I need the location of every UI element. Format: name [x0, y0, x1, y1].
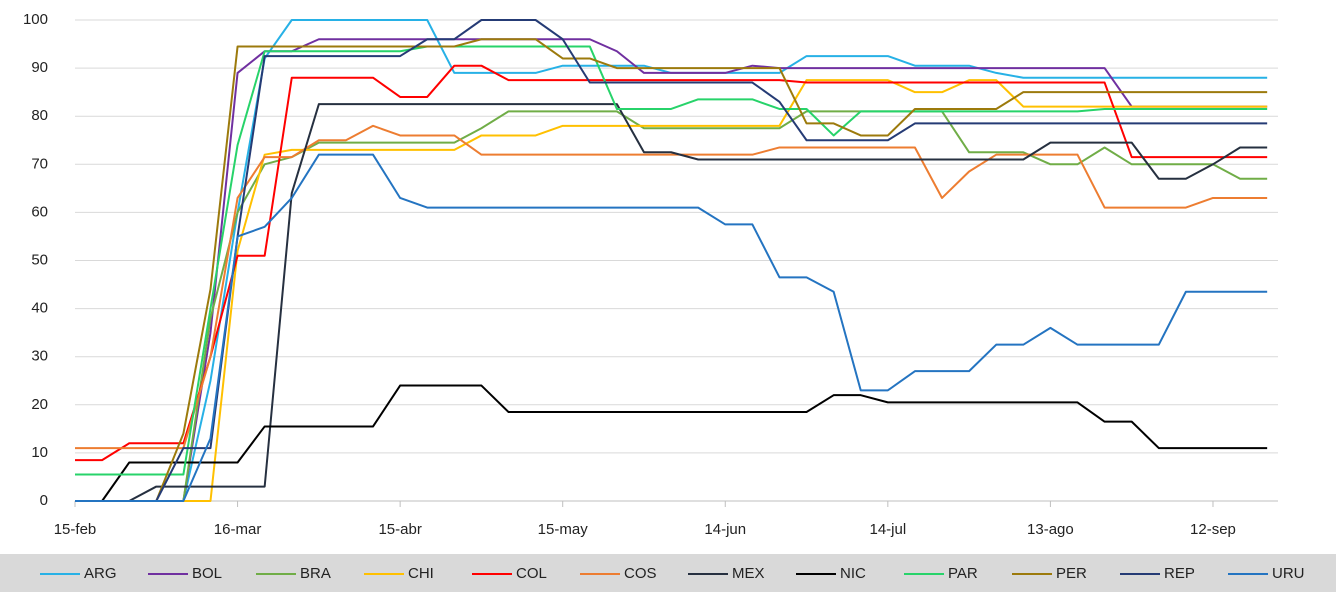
- x-tick-label: 14-jun: [704, 521, 746, 538]
- legend-label: ARG: [84, 565, 117, 582]
- legend-label: COL: [516, 565, 547, 582]
- x-tick-label: 14-jul: [869, 521, 906, 538]
- y-tick-label: 60: [31, 203, 48, 220]
- y-tick-label: 100: [23, 11, 48, 28]
- y-tick-label: 70: [31, 155, 48, 172]
- legend-label: REP: [1164, 565, 1195, 582]
- series-line: [75, 19, 1268, 502]
- x-tick-label: 16-mar: [214, 521, 262, 538]
- series-line: [75, 38, 1268, 502]
- legend-label: URU: [1272, 565, 1305, 582]
- plot: [75, 19, 1268, 502]
- x-tick-label: 15-may: [538, 521, 589, 538]
- series-line: [75, 124, 1268, 450]
- x-tick-label: 15-feb: [54, 521, 97, 538]
- series-line: [75, 45, 1268, 476]
- y-tick-label: 50: [31, 251, 48, 268]
- x-tick-label: 15-abr: [378, 521, 421, 538]
- legend-label: PER: [1056, 565, 1087, 582]
- legend-band: [0, 554, 1336, 592]
- x-tick-label: 13-ago: [1027, 521, 1074, 538]
- series-line: [75, 103, 1268, 502]
- series-line: [75, 153, 1268, 502]
- series-line: [75, 79, 1268, 502]
- series-line: [75, 110, 1268, 502]
- legend-label: CHI: [408, 565, 434, 582]
- y-tick-label: 80: [31, 107, 48, 124]
- x-tick-label: 12-sep: [1190, 521, 1236, 538]
- y-tick-label: 90: [31, 59, 48, 76]
- legend-label: NIC: [840, 565, 866, 582]
- legend-label: MEX: [732, 565, 765, 582]
- legend-label: COS: [624, 565, 657, 582]
- series-line: [75, 384, 1268, 502]
- y-tick-label: 20: [31, 396, 48, 413]
- y-tick-label: 30: [31, 348, 48, 365]
- y-tick-label: 40: [31, 300, 48, 317]
- legend-label: BOL: [192, 565, 222, 582]
- y-tick-label: 0: [40, 492, 48, 509]
- y-tick-label: 10: [31, 444, 48, 461]
- legend-label: PAR: [948, 565, 978, 582]
- legend: ARG BOL BRA CHI COL COS MEX NIC PAR PER REP URU: [40, 565, 1305, 582]
- series-line: [75, 64, 1268, 462]
- legend-label: BRA: [300, 565, 331, 582]
